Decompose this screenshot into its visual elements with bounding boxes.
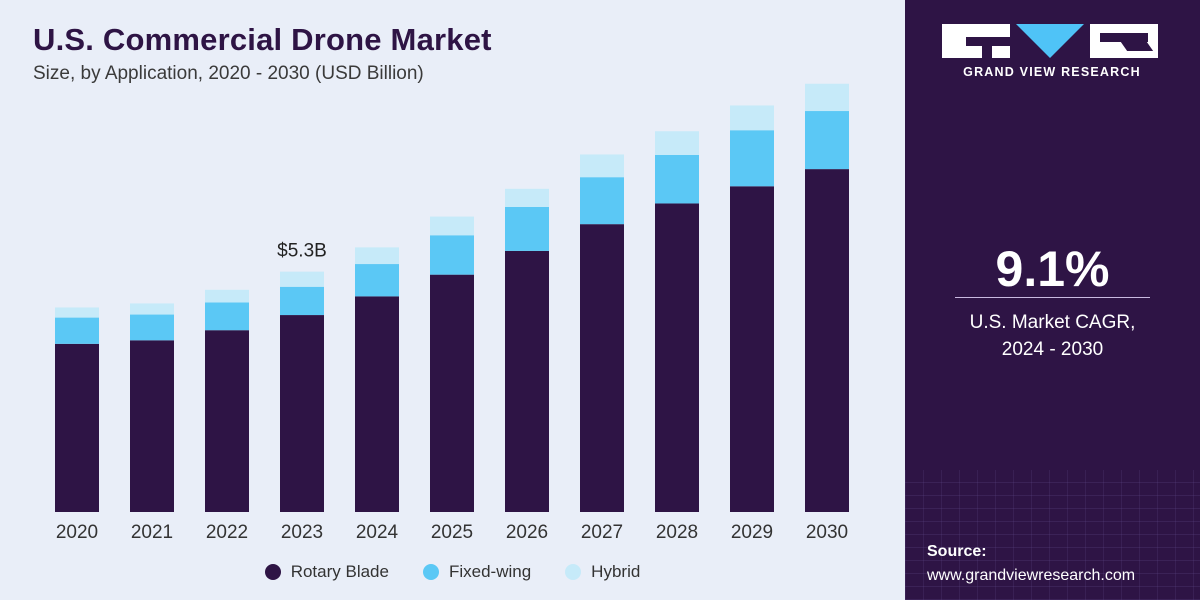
brand-logo: GRAND VIEW RESEARCH <box>942 24 1162 94</box>
bar-fixed-wing-2029 <box>730 130 774 187</box>
bar-fixed-wing-2024 <box>355 264 399 297</box>
bar-hybrid-2030 <box>805 83 849 112</box>
info-sidebar: GRAND VIEW RESEARCH 9.1% U.S. Market CAG… <box>905 0 1200 600</box>
legend-label-rotary-blade: Rotary Blade <box>290 562 389 581</box>
legend-item-fixed-wing: Fixed-wing <box>422 562 532 582</box>
logo-mark <box>942 24 1162 58</box>
bar-rotary-blade-2023 <box>280 315 324 512</box>
bar-hybrid-2024 <box>355 247 399 265</box>
bar-hybrid-2022 <box>205 289 249 303</box>
logo-v-icon <box>1016 24 1084 58</box>
logo-text: GRAND VIEW RESEARCH <box>963 65 1141 79</box>
cagr-divider <box>955 297 1150 298</box>
bar-rotary-blade-2022 <box>205 330 249 512</box>
bar-hybrid-2025 <box>430 216 474 236</box>
legend-label-hybrid: Hybrid <box>591 562 641 581</box>
chart-title: U.S. Commercial Drone Market <box>33 22 492 57</box>
x-tick-label-2027: 2027 <box>581 522 623 543</box>
x-tick-label-2020: 2020 <box>56 522 98 543</box>
data-label-2023: $5.3B <box>277 241 327 262</box>
bar-rotary-blade-2027 <box>580 224 624 512</box>
x-tick-label-2024: 2024 <box>356 522 399 543</box>
x-tick-label-2029: 2029 <box>731 522 773 543</box>
bar-rotary-blade-2020 <box>55 343 99 512</box>
bar-rotary-blade-2024 <box>355 296 399 512</box>
bar-rotary-blade-2028 <box>655 203 699 512</box>
bar-hybrid-2029 <box>730 105 774 131</box>
decorative-grid <box>905 470 1200 600</box>
bar-hybrid-2023 <box>280 271 324 287</box>
bar-fixed-wing-2022 <box>205 302 249 331</box>
cagr-label-line-1: U.S. Market CAGR, <box>969 312 1136 333</box>
bar-fixed-wing-2028 <box>655 154 699 204</box>
legend-item-hybrid: Hybrid <box>565 562 640 582</box>
bar-fixed-wing-2025 <box>430 235 474 275</box>
chart-subtitle: Size, by Application, 2020 - 2030 (USD B… <box>33 63 424 84</box>
bar-hybrid-2026 <box>505 188 549 207</box>
bar-hybrid-2020 <box>55 307 99 318</box>
source-link[interactable]: www.grandviewresearch.com <box>927 567 1136 584</box>
legend-swatch-hybrid <box>565 564 582 580</box>
bar-hybrid-2028 <box>655 131 699 155</box>
bar-rotary-blade-2029 <box>730 186 774 512</box>
x-tick-label-2030: 2030 <box>806 522 848 543</box>
x-tick-label-2021: 2021 <box>131 522 173 543</box>
cagr-value: 9.1% <box>995 241 1110 297</box>
x-tick-label-2028: 2028 <box>656 522 698 543</box>
legend-label-fixed-wing: Fixed-wing <box>448 562 532 581</box>
bar-rotary-blade-2026 <box>505 250 549 513</box>
bar-hybrid-2027 <box>580 154 624 178</box>
bar-fixed-wing-2026 <box>505 206 549 251</box>
bar-rotary-blade-2030 <box>805 169 849 513</box>
chart-legend: Rotary Blade Fixed-wing Hybrid <box>0 562 905 582</box>
legend-swatch-fixed-wing <box>422 564 439 580</box>
bar-rotary-blade-2021 <box>130 340 174 512</box>
x-tick-label-2023: 2023 <box>281 522 323 543</box>
logo-g-icon <box>942 24 1010 58</box>
bar-rotary-blade-2025 <box>430 274 474 512</box>
x-tick-label-2022: 2022 <box>206 522 248 543</box>
bar-fixed-wing-2030 <box>805 111 849 170</box>
source-label: Source: <box>927 543 987 560</box>
x-tick-label-2026: 2026 <box>506 522 548 543</box>
cagr-label-line-2: 2024 - 2030 <box>1001 339 1104 360</box>
logo-r-icon <box>1090 24 1158 58</box>
legend-swatch-rotary-blade <box>264 564 281 580</box>
bar-fixed-wing-2021 <box>130 314 174 341</box>
cagr-label: U.S. Market CAGR, 2024 - 2030 <box>905 309 1200 363</box>
legend-item-rotary-blade: Rotary Blade <box>264 562 389 582</box>
bar-fixed-wing-2020 <box>55 317 99 344</box>
bar-fixed-wing-2023 <box>280 286 324 316</box>
bar-fixed-wing-2027 <box>580 177 624 225</box>
stacked-bar-chart: 2020 2021 2022 2023 2024 2025 2026 2027 2028 2029… <box>55 83 849 543</box>
chart-panel: U.S. Commercial Drone Market Size, by Ap… <box>0 0 905 600</box>
x-tick-label-2025: 2025 <box>431 522 473 543</box>
bar-hybrid-2021 <box>130 303 174 315</box>
